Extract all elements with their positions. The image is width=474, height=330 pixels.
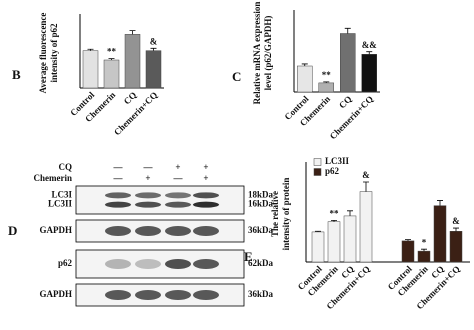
bar [82,50,99,89]
treatment-label: CQ [59,162,73,172]
panel-letter: E [244,249,253,264]
error-bar [129,30,136,35]
blot-band [165,201,191,208]
blot-band [135,290,161,300]
blot-band [105,201,131,208]
blot-band [193,290,219,300]
significance-label: & [452,216,460,226]
y-axis-label: The relative [270,191,280,237]
blot-band [105,290,131,300]
blot-band [165,290,191,300]
error-bar [347,210,353,216]
treatment-mark: + [175,162,180,172]
significance-label: ** [322,70,332,80]
x-tick-label: CQ [337,94,354,111]
treatment-mark: + [203,173,208,183]
bar [359,191,373,263]
band-label: LC3II [48,199,73,209]
treatment-mark: — [113,173,124,183]
y-axis-label: level (p62/GAPDH) [263,16,273,91]
x-tick-label: CQ [122,90,139,107]
bar [145,50,162,89]
panel-letter: C [232,69,241,84]
bar [340,33,356,93]
significance-label: ** [107,47,117,57]
legend-label: LC3II [325,156,350,166]
legend-swatch [313,158,322,166]
treatment-label: Chemerin [34,173,73,183]
bar [327,221,341,263]
significance-label: & [150,36,158,46]
bar [343,215,357,263]
bar [449,231,463,263]
bar [361,54,377,93]
blot-band [135,259,161,269]
significance-label: & [362,170,370,180]
blot-band [193,259,219,269]
significance-label: ** [330,208,340,218]
band-label: LC3I [51,189,72,199]
band-label: GAPDH [40,225,73,235]
y-axis-label: Relative mRNA expression [252,2,262,105]
significance-label: * [422,237,427,247]
bar [297,65,313,93]
y-axis-label: intensity of protein [281,178,291,251]
bar [417,250,431,263]
band-label: p62 [58,258,73,268]
treatment-mark: + [203,162,208,172]
blot-band [193,192,219,199]
treatment-mark: — [173,173,184,183]
error-bar [453,227,459,232]
bar [311,231,325,263]
band-size: 18kDa [248,189,274,199]
legend-swatch [313,168,322,176]
error-bar [150,47,157,51]
legend-label: p62 [325,166,340,176]
treatment-mark: + [145,173,150,183]
blot-band [193,201,219,208]
significance-label: && [362,40,377,50]
blot-band [105,259,131,269]
blot-band [105,226,131,236]
error-bar [421,248,427,252]
blot-band [135,192,161,199]
error-bar [405,239,411,241]
treatment-mark: — [113,162,124,172]
blot-band [165,259,191,269]
error-bar [366,51,373,55]
blot-band [165,192,191,199]
error-bar [108,58,115,60]
blot-band [135,226,161,236]
band-size: 36kDa [248,225,274,235]
band-size: 16kDa [248,199,274,209]
error-bar [331,220,337,222]
treatment-mark: — [143,162,154,172]
blot-band [193,226,219,236]
panel-letter: B [12,67,21,82]
error-bar [323,81,330,83]
error-bar [437,200,443,206]
bar [433,205,447,263]
panel-letter: D [8,223,17,238]
bar [103,59,120,89]
bar [318,82,334,93]
y-axis-label: intensity of p62 [49,23,59,83]
blot-band [105,192,131,199]
error-bar [315,230,321,232]
blot-frame [75,185,245,215]
error-bar [87,48,94,51]
error-bar [363,181,369,192]
blot-band [135,201,161,208]
blot-band [165,226,191,236]
band-size: 36kDa [248,289,274,299]
bar [124,34,141,89]
band-size: 62kDa [248,258,274,268]
bar [401,240,415,263]
y-axis-label: Average fluorescence [38,13,48,94]
band-label: GAPDH [40,289,73,299]
error-bar [344,27,351,34]
error-bar [301,63,308,66]
